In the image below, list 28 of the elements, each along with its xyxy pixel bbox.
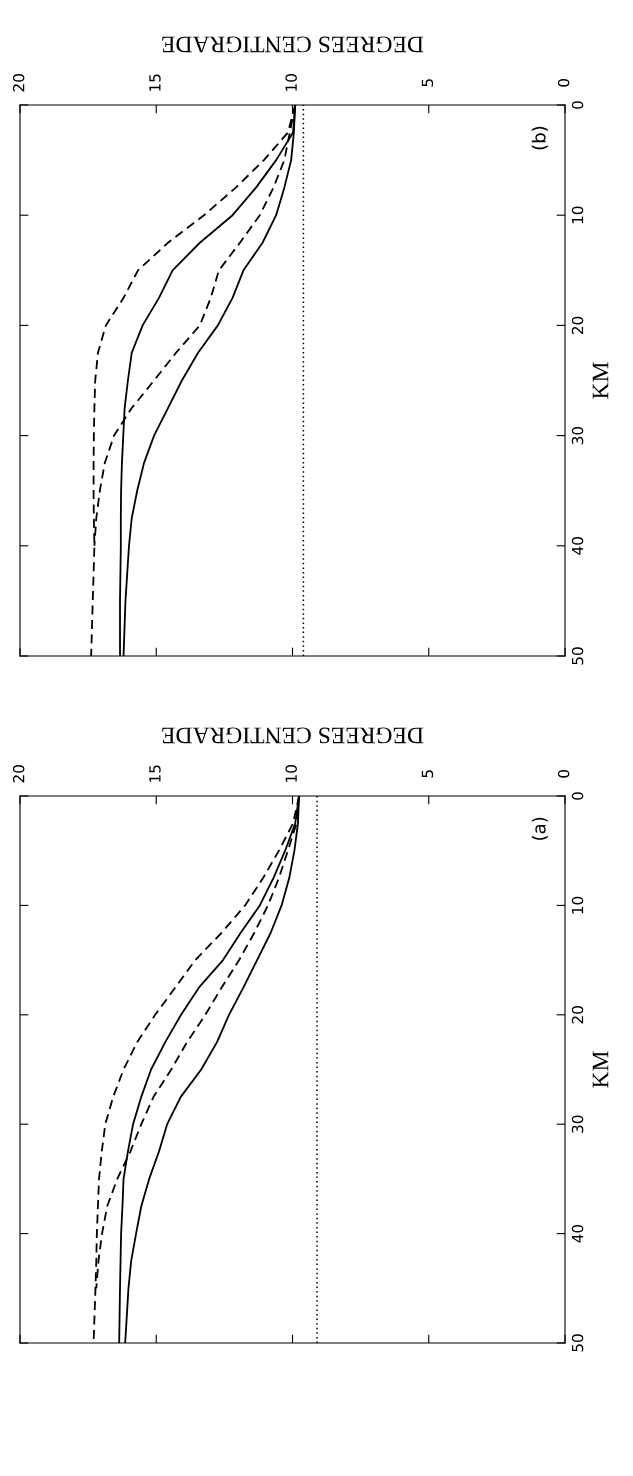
x-tick-label: 20	[12, 74, 25, 92]
x-tick-label: 10	[285, 765, 297, 782]
x-tick-label: 20	[12, 765, 25, 783]
annotation: (a)	[531, 817, 548, 840]
x-tick-label: 0	[557, 769, 570, 778]
y-tick-label: 0	[571, 101, 584, 109]
x-tick-label: 15	[149, 765, 161, 782]
y-tick-label: 20	[571, 316, 584, 334]
x-axis-title: DEGREES CENTIGRADE	[162, 36, 424, 53]
x-tick-label: 5	[421, 79, 434, 87]
x-tick-label: 5	[421, 770, 434, 778]
y-axis-title: KM	[592, 1051, 609, 1088]
x-tick-label: 15	[149, 74, 161, 91]
y-axis-title: KM	[592, 362, 609, 399]
y-tick-label: 50	[571, 647, 584, 665]
y-tick-label: 10	[571, 206, 584, 224]
y-tick-label: 10	[571, 896, 584, 914]
y-tick-label: 30	[571, 426, 584, 445]
x-axis-title: DEGREES CENTIGRADE	[162, 727, 424, 744]
x-tick-label: 10	[285, 74, 297, 91]
y-tick-label: 30	[571, 1115, 584, 1133]
y-tick-label: 20	[571, 1006, 584, 1024]
y-tick-label: 40	[571, 537, 584, 555]
y-tick-label: 40	[571, 1224, 584, 1243]
x-tick-label: 0	[557, 78, 570, 87]
annotation: (b)	[531, 126, 548, 150]
y-tick-label: 0	[571, 792, 584, 800]
y-tick-label: 50	[571, 1334, 584, 1352]
